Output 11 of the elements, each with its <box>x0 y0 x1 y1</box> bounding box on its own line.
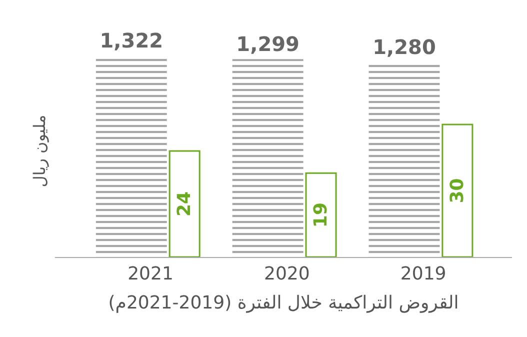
x-tick-label: 2019 <box>400 264 446 285</box>
x-axis-title: القروض التراكمية خلال الفترة (2019-2021م) <box>108 292 459 314</box>
data-label: 1,280 <box>372 35 436 59</box>
data-label: 19 <box>310 202 332 228</box>
x-tick-label: 2020 <box>264 264 310 285</box>
data-label: 24 <box>174 191 196 217</box>
data-label: 1,299 <box>236 32 300 56</box>
data-label: 1,322 <box>100 28 164 53</box>
data-label: 30 <box>446 178 468 204</box>
x-tick-label: 2021 <box>128 264 174 285</box>
y-axis-title: مليون ريال <box>30 114 49 188</box>
